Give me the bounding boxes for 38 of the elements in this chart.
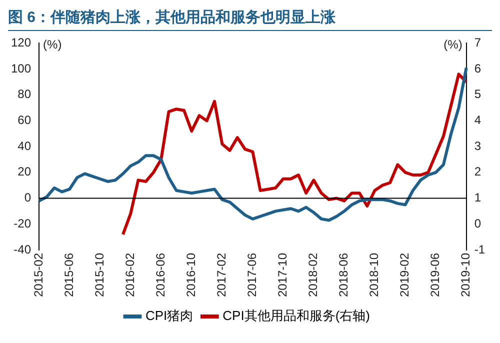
y2-tick-label: -1 bbox=[474, 242, 486, 256]
x-tick-label: 2018-10 bbox=[367, 252, 382, 298]
x-tick-label: 2017-10 bbox=[276, 252, 290, 298]
x-tick-label: 2016-10 bbox=[184, 252, 198, 298]
y2-axis-title: (%) bbox=[444, 38, 462, 52]
y-tick-label: 80 bbox=[18, 87, 32, 102]
x-tick-label: 2019-06 bbox=[428, 252, 442, 298]
x-tick-label: 2016-06 bbox=[153, 252, 168, 298]
y-tick-label: -20 bbox=[14, 216, 32, 230]
x-tick-label: 2018-02 bbox=[306, 252, 320, 298]
y-tick-label: -40 bbox=[14, 242, 32, 256]
x-tick-label: 2015-06 bbox=[62, 252, 76, 298]
legend-label: CPI猪肉 bbox=[146, 308, 194, 324]
x-tick-label: 2019-02 bbox=[398, 252, 412, 298]
x-tick-label: 2019-10 bbox=[458, 252, 473, 298]
x-tick-label: 2015-02 bbox=[31, 252, 46, 298]
x-tick-label: 2015-10 bbox=[92, 252, 106, 298]
x-tick-label: 2017-02 bbox=[214, 252, 228, 298]
y-tick-label: 20 bbox=[18, 164, 32, 179]
chart-title: 图 6：伴随猪肉上涨，其他用品和服务也明显上涨 bbox=[8, 8, 492, 31]
y2-tick-label: 6 bbox=[474, 61, 482, 76]
y2-tick-label: 1 bbox=[474, 190, 482, 205]
y2-tick-label: 2 bbox=[474, 164, 482, 179]
x-tick-label: 2018-06 bbox=[336, 252, 351, 298]
y-tick-label: 0 bbox=[24, 190, 32, 205]
y-tick-label: 100 bbox=[10, 61, 32, 76]
y2-tick-label: 3 bbox=[474, 138, 482, 153]
y2-tick-label: 4 bbox=[474, 113, 482, 128]
y2-tick-label: 7 bbox=[474, 36, 482, 50]
y-axis-title: (%) bbox=[43, 38, 62, 52]
y2-tick-label: 5 bbox=[474, 87, 482, 102]
y-tick-label: 40 bbox=[18, 138, 32, 153]
x-tick-label: 2017-06 bbox=[244, 252, 259, 298]
y-tick-label: 120 bbox=[10, 36, 32, 50]
x-tick-label: 2016-02 bbox=[122, 252, 137, 298]
legend-label: CPI其他用品和服务(右轴) bbox=[222, 308, 370, 324]
y2-tick-label: 0 bbox=[474, 216, 482, 230]
y-tick-label: 60 bbox=[18, 113, 32, 128]
